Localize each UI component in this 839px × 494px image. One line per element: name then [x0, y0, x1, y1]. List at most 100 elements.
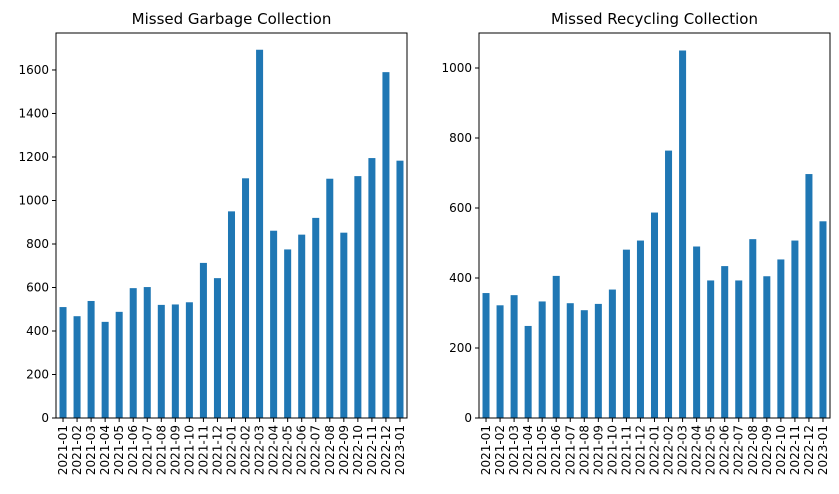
garbage-bar-2022-06: [298, 234, 306, 418]
recycling-bar-2021-07: [566, 303, 574, 418]
garbage-x-tick-label-2022-10: 2022-10: [351, 425, 365, 475]
garbage-x-tick-label-2021-10: 2021-10: [182, 425, 196, 475]
garbage-y-tick-label: 600: [26, 280, 49, 294]
recycling-x-tick-label-2021-10: 2021-10: [605, 425, 619, 475]
garbage-bar-2021-02: [73, 316, 81, 418]
garbage-bar-2021-03: [87, 300, 95, 418]
garbage-x-tick-label-2022-06: 2022-06: [295, 425, 309, 475]
recycling-y-tick-label: 0: [464, 411, 472, 425]
recycling-x-tick-label-2023-01: 2023-01: [816, 425, 830, 475]
garbage-x-tick-label-2021-03: 2021-03: [84, 425, 98, 475]
recycling-x-tick-label-2022-09: 2022-09: [760, 425, 774, 475]
recycling-bar-2022-11: [791, 240, 799, 418]
recycling-y-tick-label: 800: [449, 131, 472, 145]
recycling-x-tick-label-2021-01: 2021-01: [479, 425, 493, 475]
recycling-x-tick-label-2022-10: 2022-10: [774, 425, 788, 475]
recycling-x-tick-label-2022-04: 2022-04: [690, 425, 704, 475]
garbage-x-tick-label-2021-07: 2021-07: [140, 425, 154, 475]
garbage-x-tick-label-2021-01: 2021-01: [56, 425, 70, 475]
garbage-bar-2021-09: [171, 304, 179, 418]
recycling-x-tick-label-2021-05: 2021-05: [535, 425, 549, 475]
garbage-x-tick-label-2021-09: 2021-09: [168, 425, 182, 475]
garbage-bar-2021-10: [185, 302, 193, 418]
garbage-bar-2022-09: [340, 232, 348, 418]
garbage-x-tick-label-2022-05: 2022-05: [281, 425, 295, 475]
recycling-x-tick-label-2021-08: 2021-08: [577, 425, 591, 475]
recycling-x-tick-label-2022-03: 2022-03: [676, 425, 690, 475]
recycling-bar-2022-08: [749, 239, 757, 418]
garbage-x-tick-label-2023-01: 2023-01: [393, 425, 407, 475]
garbage-bar-2021-05: [115, 311, 123, 418]
recycling-bar-2021-06: [552, 275, 560, 418]
garbage-bar-2022-08: [326, 178, 334, 418]
garbage-x-tick-label-2021-08: 2021-08: [154, 425, 168, 475]
garbage-bar-2023-01: [396, 160, 404, 418]
recycling-bar-2021-05: [538, 301, 546, 418]
recycling-x-tick-label-2021-12: 2021-12: [633, 425, 647, 475]
recycling-x-tick-label-2022-11: 2022-11: [788, 425, 802, 475]
recycling-y-tick-label: 400: [449, 271, 472, 285]
garbage-bar-2021-11: [199, 262, 207, 418]
recycling-bar-2022-03: [679, 50, 687, 418]
garbage-x-tick-label-2021-06: 2021-06: [126, 425, 140, 475]
garbage-y-tick-label: 1200: [18, 150, 49, 164]
recycling-x-tick-label-2021-07: 2021-07: [563, 425, 577, 475]
recycling-bar-2022-06: [721, 266, 729, 418]
recycling-bar-2022-09: [763, 276, 771, 418]
garbage-bar-2022-10: [354, 176, 362, 418]
garbage-x-tick-label-2022-09: 2022-09: [337, 425, 351, 475]
recycling-bar-2021-02: [496, 305, 504, 418]
recycling-bar-2021-03: [510, 295, 518, 418]
recycling-x-tick-label-2021-02: 2021-02: [493, 425, 507, 475]
recycling-bar-2022-05: [707, 280, 715, 418]
recycling-x-tick-label-2021-06: 2021-06: [549, 425, 563, 475]
garbage-bar-2021-07: [143, 287, 151, 418]
garbage-bar-2022-01: [227, 211, 236, 418]
recycling-x-tick-label-2021-11: 2021-11: [619, 425, 633, 475]
garbage-x-tick-label-2022-02: 2022-02: [239, 425, 253, 475]
recycling-x-tick-label-2022-07: 2022-07: [732, 425, 746, 475]
garbage-bar-2022-03: [256, 49, 264, 418]
garbage-y-tick-label: 400: [26, 324, 49, 338]
garbage-x-tick-label-2021-12: 2021-12: [210, 425, 224, 475]
garbage-bar-2022-02: [242, 178, 250, 418]
garbage-bar-2021-12: [213, 278, 221, 418]
garbage-y-tick-label: 1400: [18, 106, 49, 120]
recycling-bar-2021-08: [580, 310, 588, 418]
recycling-bar-2021-01: [482, 293, 490, 418]
recycling-bar-2022-04: [693, 246, 701, 418]
garbage-x-tick-label-2022-01: 2022-01: [225, 425, 239, 475]
recycling-bar-2021-04: [524, 325, 532, 418]
recycling-x-tick-label-2021-09: 2021-09: [591, 425, 605, 475]
recycling-bar-2023-01: [819, 221, 827, 418]
recycling-bar-2022-10: [777, 259, 785, 418]
garbage-x-tick-label-2021-02: 2021-02: [70, 425, 84, 475]
garbage-x-tick-label-2022-12: 2022-12: [379, 425, 393, 475]
garbage-y-tick-label: 0: [41, 411, 49, 425]
recycling-bar-2022-07: [735, 280, 743, 418]
recycling-x-tick-label-2022-01: 2022-01: [648, 425, 662, 475]
garbage-x-tick-label-2021-05: 2021-05: [112, 425, 126, 475]
recycling-bar-2022-12: [805, 174, 813, 418]
garbage-x-tick-label-2022-04: 2022-04: [267, 425, 281, 475]
recycling-bar-2021-11: [622, 249, 630, 418]
recycling-y-tick-label: 200: [449, 341, 472, 355]
recycling-bar-2022-01: [650, 212, 659, 418]
recycling-bar-2021-12: [636, 240, 644, 418]
garbage-x-tick-label-2022-11: 2022-11: [365, 425, 379, 475]
recycling-x-tick-label-2021-04: 2021-04: [521, 425, 535, 475]
garbage-chart-title: Missed Garbage Collection: [132, 10, 332, 28]
garbage-y-tick-label: 1600: [18, 63, 49, 77]
garbage-bar-2022-11: [368, 158, 376, 418]
recycling-x-tick-label-2022-08: 2022-08: [746, 425, 760, 475]
recycling-chart-title: Missed Recycling Collection: [551, 10, 758, 28]
garbage-bar-2021-06: [129, 288, 137, 418]
garbage-bar-2022-04: [270, 230, 278, 418]
garbage-y-tick-label: 800: [26, 237, 49, 251]
recycling-x-tick-label-2022-12: 2022-12: [802, 425, 816, 475]
garbage-bar-2021-08: [157, 304, 165, 418]
garbage-x-tick-label-2022-08: 2022-08: [323, 425, 337, 475]
